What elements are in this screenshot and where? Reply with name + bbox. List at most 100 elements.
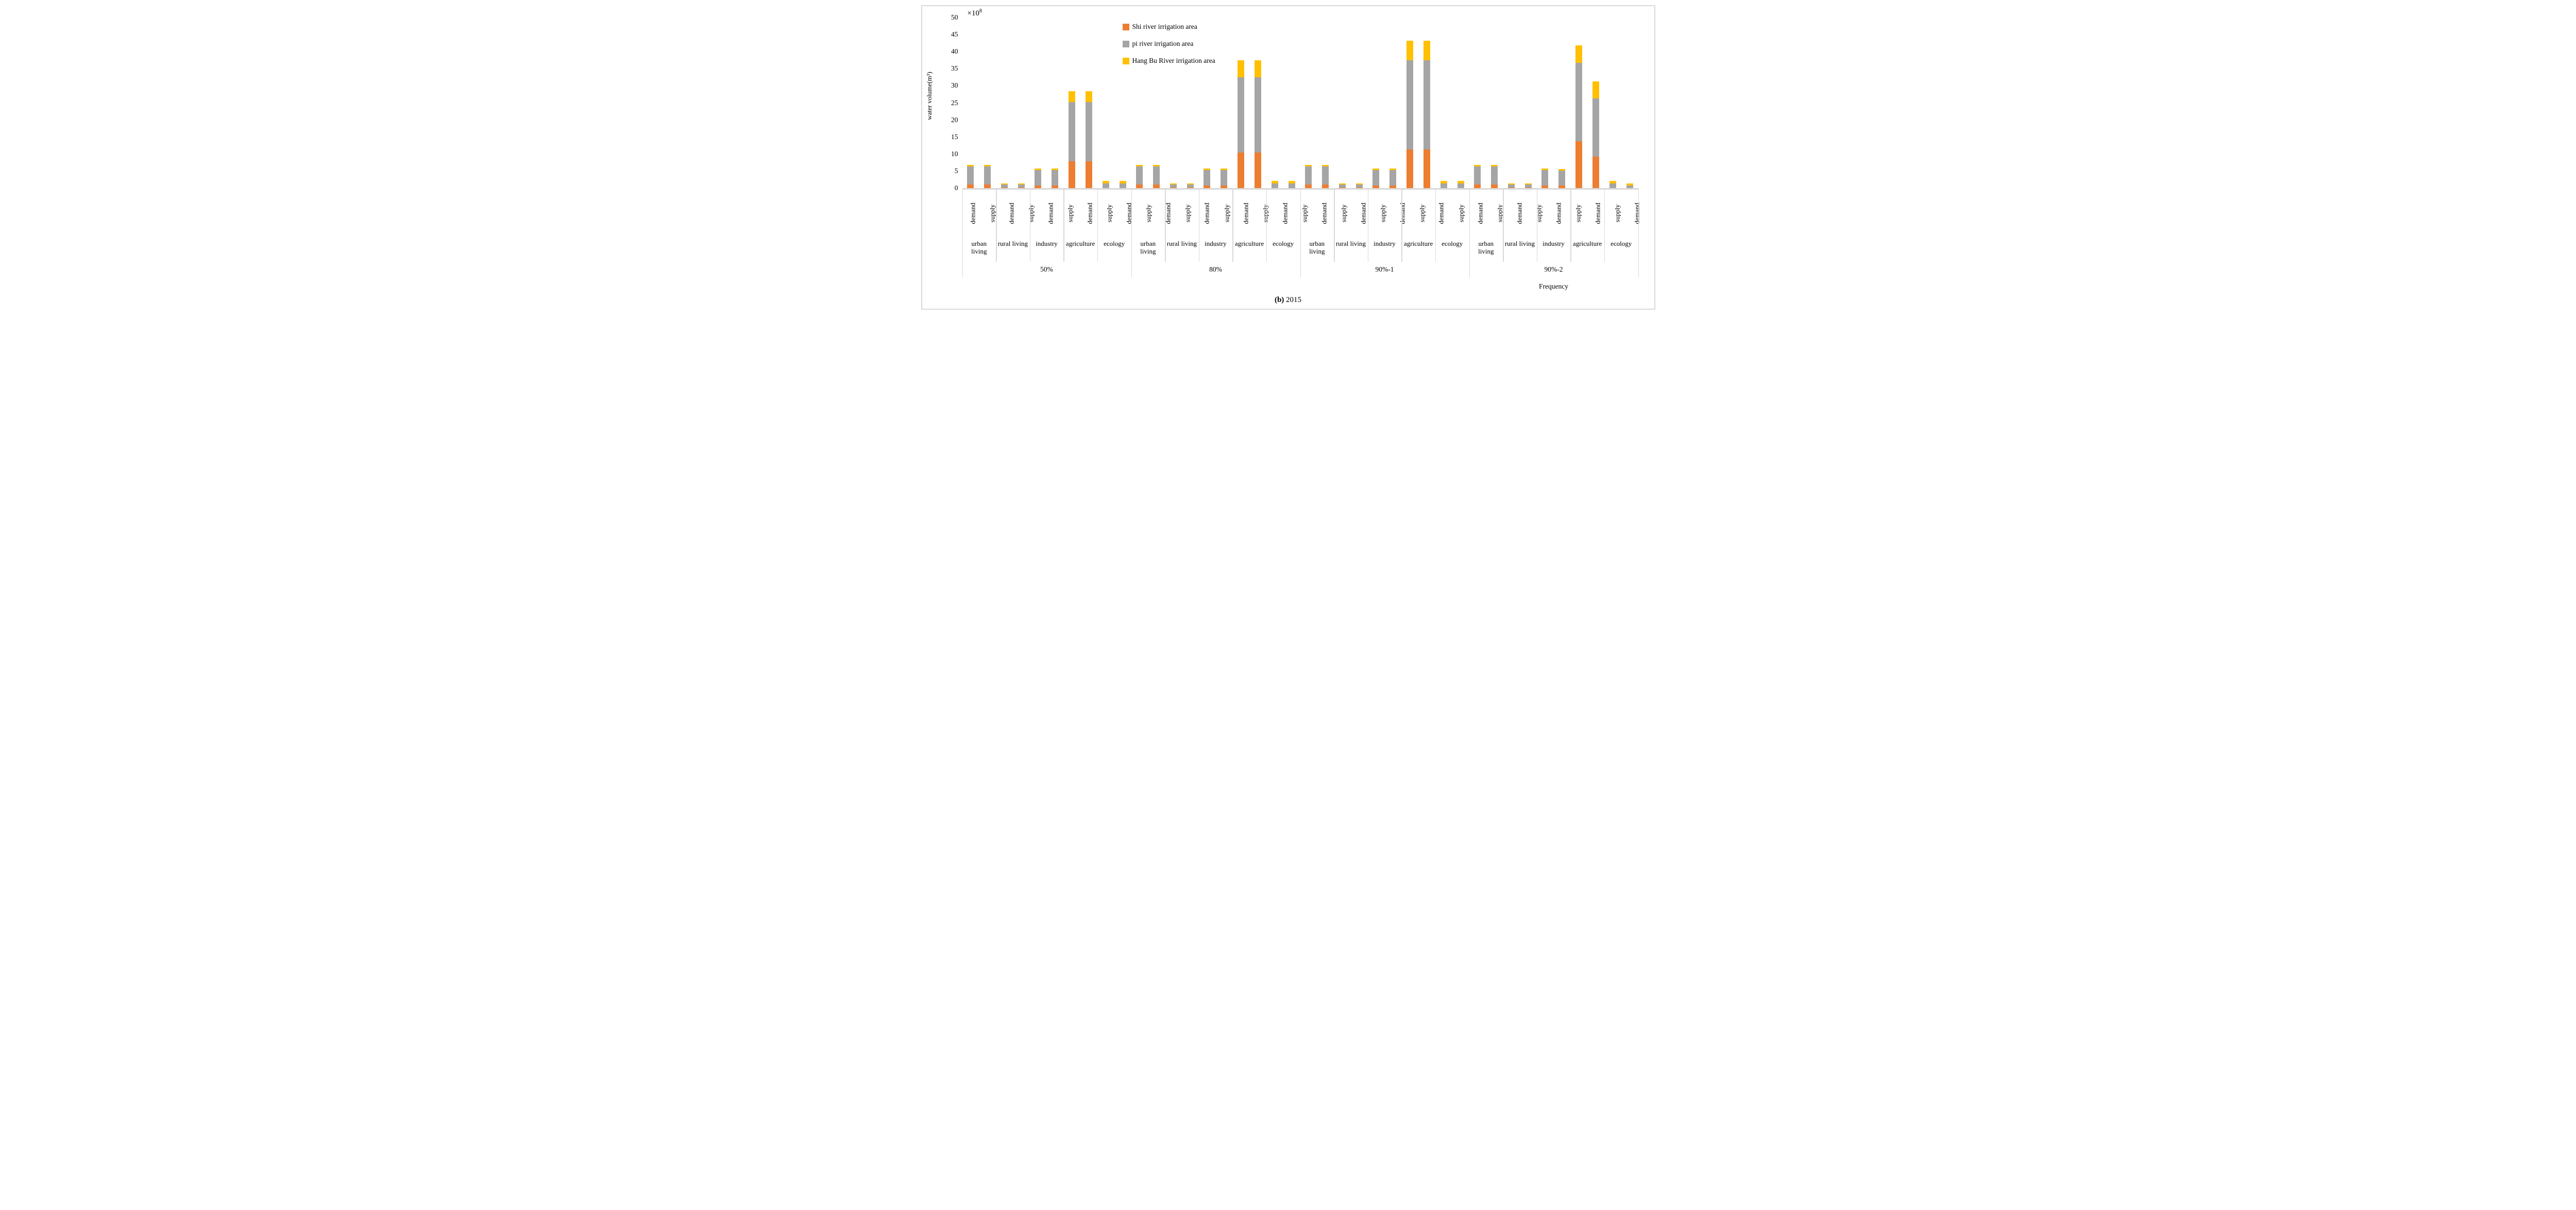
bar-stack-demand [1372, 168, 1380, 188]
group-label: 50% [1040, 265, 1053, 273]
plot-area [962, 10, 1638, 188]
category-cell [1266, 10, 1300, 188]
category-label-group: urban living rural living industry agricultu… [1300, 237, 1469, 262]
bar-axis-label-slot: demand [962, 190, 984, 237]
y-axis-tick-label: 25 [951, 98, 958, 107]
x-axis-title: Frequency [1539, 282, 1568, 290]
bar-segment-hang-bu-river [1102, 181, 1109, 183]
category-separator [1435, 188, 1436, 262]
bar-axis-label: demand [1242, 203, 1250, 224]
bar-axis-label-slot: demand [1470, 190, 1491, 237]
bar-axis-label: supply [1340, 204, 1348, 223]
caption-year: 2015 [1286, 296, 1302, 304]
category-label-line: living [971, 247, 987, 255]
bar-segment-pi-river [1086, 102, 1093, 162]
bar-axis-label-slot: supply [1022, 190, 1040, 237]
category-label: urban living [1469, 237, 1503, 262]
bar-stack-demand [967, 165, 974, 188]
category-separator [1029, 188, 1031, 262]
category-cell [1300, 10, 1334, 188]
bar-segment-pi-river [1069, 102, 1076, 162]
category-separator [1198, 188, 1200, 262]
category-separator [1097, 188, 1098, 262]
bar-segment-hang-bu-river [1035, 168, 1042, 170]
bar-segment-pi-river [1440, 183, 1447, 188]
bar-segment-pi-river [1204, 170, 1211, 186]
bar-axis-label: demand [1594, 203, 1602, 224]
bar-segment-pi-river [1406, 60, 1414, 149]
bar-segment-pi-river [1153, 166, 1160, 185]
bar-axis-label: supply [1418, 204, 1426, 223]
legend-swatch-icon [1122, 40, 1129, 47]
bar-segment-hang-bu-river [984, 165, 991, 167]
bar-segment-pi-river [1389, 170, 1397, 186]
category-label: industry [1537, 237, 1571, 262]
category-label-line: industry [1543, 240, 1565, 247]
bar-axis-label-slot: demand [1314, 190, 1335, 237]
bar-axis-label: demand [1281, 203, 1289, 224]
bar-segment-hang-bu-river [1524, 183, 1532, 185]
bar-stack-demand [1440, 181, 1447, 188]
category-label: urban living [1131, 237, 1165, 262]
bar-segment-pi-river [1592, 98, 1600, 157]
bar-segment-pi-river [1271, 183, 1278, 188]
bar-segment-pi-river [1507, 184, 1515, 188]
bar-axis-label: supply [1144, 204, 1153, 223]
category-label-line: ecology [1442, 240, 1463, 247]
bar-segment-shi-river [1052, 186, 1059, 188]
bar-segment-pi-river [1221, 170, 1228, 186]
bar-stack-demand [1001, 183, 1008, 188]
bar-axis-label-slot: demand [1587, 190, 1608, 237]
category-separator [1401, 188, 1402, 262]
category-cell [1232, 10, 1266, 188]
bar-segment-shi-river [1153, 184, 1160, 188]
bar-stack-supply [1524, 183, 1532, 188]
category-label-line: urban [1140, 240, 1156, 247]
bar-axis-label: demand [1320, 203, 1328, 224]
bar-group-80% [1131, 10, 1300, 188]
bar-segment-pi-river [1372, 170, 1380, 186]
bar-segment-hang-bu-river [1136, 165, 1143, 167]
bar-segment-shi-river [1221, 186, 1228, 188]
bar-segment-shi-river [1372, 186, 1380, 188]
bar-segment-pi-river [1575, 63, 1583, 141]
bar-segment-pi-river [1474, 166, 1481, 185]
bar-axis-label-slot: supply [1179, 190, 1197, 237]
y-axis-scale-base: ×10 [967, 9, 979, 18]
bar-segment-shi-river [1575, 141, 1583, 188]
category-cell [1503, 10, 1537, 188]
category-label: ecology [1604, 237, 1638, 262]
bar-segment-shi-river [1204, 186, 1211, 188]
category-cell [1570, 10, 1604, 188]
bar-segment-hang-bu-river [1086, 91, 1093, 102]
bar-axis-label: supply [1379, 204, 1387, 223]
bar-segment-hang-bu-river [1575, 45, 1583, 63]
bar-axis-label-slot: supply [984, 190, 1002, 237]
y-axis-tick-label: 10 [951, 149, 958, 158]
bar-stack-supply [984, 165, 991, 188]
bar-axis-label: demand [1437, 203, 1446, 224]
bar-segment-shi-river [1305, 184, 1312, 188]
category-label-group: urban living rural living industry agricultu… [1469, 237, 1638, 262]
bar-axis-label: supply [1222, 204, 1230, 223]
category-label: agriculture [1570, 237, 1604, 262]
category-label: rural living [1165, 237, 1199, 262]
bar-axis-label: demand [1046, 203, 1055, 224]
bar-axis-label: supply [1456, 204, 1465, 223]
category-label: industry [1368, 237, 1402, 262]
category-label-line: rural living [1166, 240, 1197, 247]
category-label: industry [1030, 237, 1064, 262]
bar-stack-supply [1052, 168, 1059, 188]
bar-axis-label: demand [1359, 203, 1367, 224]
bar-segment-shi-river [1558, 186, 1566, 188]
category-cell [1435, 10, 1469, 188]
bar-segment-pi-river [1102, 183, 1109, 188]
bar-axis-label-slot: demand [1235, 190, 1257, 237]
bar-segment-pi-river [1626, 186, 1633, 188]
bar-stack-supply [1626, 183, 1633, 188]
bar-axis-label-slot: demand [1118, 190, 1140, 237]
bar-axis-label-slot: demand [1040, 190, 1061, 237]
bar-segment-shi-river [1238, 152, 1245, 188]
bar-axis-label: supply [1574, 204, 1582, 223]
category-label: industry [1199, 237, 1233, 262]
